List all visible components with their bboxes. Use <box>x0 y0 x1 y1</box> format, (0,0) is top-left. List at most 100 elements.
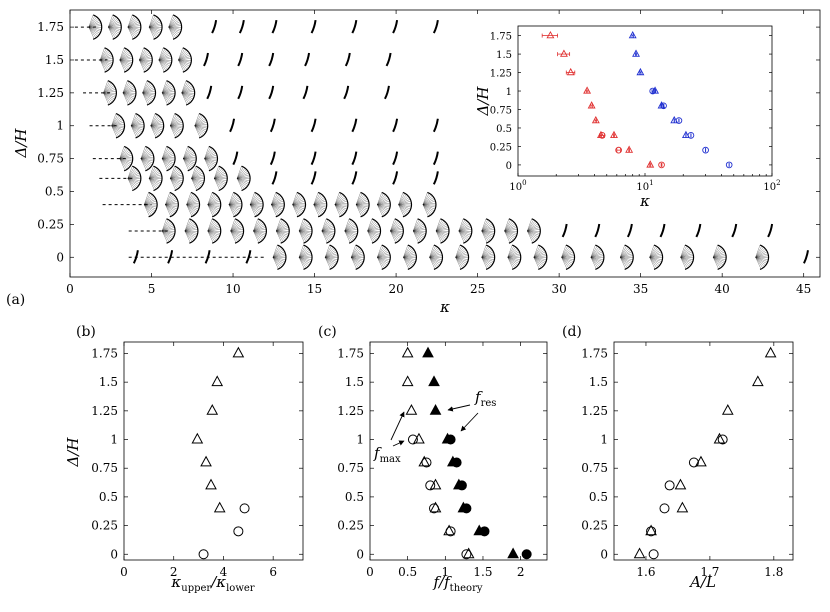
flap-stroke <box>527 229 541 232</box>
flap-stroke <box>184 230 193 242</box>
flap-stroke <box>237 172 249 179</box>
flap-stroke <box>122 92 134 102</box>
flap-stroke <box>184 219 192 232</box>
flap-stroke <box>131 125 144 131</box>
flap-stroke <box>236 166 244 179</box>
flap-stroke <box>620 257 628 269</box>
flap-small <box>167 250 174 264</box>
flap-stroke <box>351 257 359 269</box>
flap-envelope <box>429 244 443 271</box>
flap-stroke <box>170 125 182 133</box>
flap-stroke <box>191 178 205 182</box>
flap-stroke <box>168 14 174 28</box>
flap-stroke <box>313 204 323 215</box>
flap-stroke <box>344 227 358 232</box>
flap-stroke <box>292 204 303 213</box>
flap-stroke <box>276 230 286 241</box>
flap-stroke <box>181 80 187 93</box>
fmax-arrow <box>392 440 405 447</box>
flap-stroke <box>271 194 280 205</box>
flap-stroke <box>620 257 632 264</box>
flap-stroke <box>377 204 389 212</box>
y-tick-label: 0.5 <box>496 124 512 135</box>
flap-stroke <box>713 246 722 258</box>
y-tick-label: 0 <box>56 250 64 264</box>
flap-stroke <box>272 257 286 260</box>
flap-stroke <box>481 248 492 258</box>
flap-arc <box>402 191 413 218</box>
x-tick-label: 1.7 <box>700 565 719 579</box>
flap-stroke <box>620 246 629 258</box>
flap-stroke <box>334 200 348 205</box>
flap-stroke <box>298 257 312 262</box>
flap-stroke <box>194 125 207 133</box>
flap-stroke <box>481 249 493 258</box>
flap-stroke <box>88 26 98 37</box>
flap-stroke <box>127 178 137 188</box>
flap-stroke <box>165 204 173 216</box>
flap-stroke <box>140 154 154 159</box>
flap-stroke <box>533 257 547 262</box>
flap-stroke <box>313 204 320 217</box>
flap-stroke <box>170 178 184 182</box>
y-tick-label: 0.5 <box>345 490 364 504</box>
flap-stroke <box>527 219 534 232</box>
flap-stroke <box>325 249 337 258</box>
flap-stroke <box>170 116 180 126</box>
flap-stroke <box>148 27 157 38</box>
flap-arc <box>684 244 695 271</box>
flap-stroke <box>422 204 431 216</box>
flap-stroke <box>429 244 435 258</box>
flap-stroke <box>142 89 156 94</box>
flap-stroke <box>100 59 112 67</box>
flap-stroke <box>355 192 361 205</box>
flap-stroke <box>207 204 221 208</box>
flap-arc <box>653 244 664 271</box>
flap-envelope <box>165 191 179 218</box>
flap-stroke <box>272 257 286 262</box>
flap-stroke <box>170 125 178 137</box>
flap-stroke <box>161 220 171 232</box>
flap-stroke <box>130 113 136 126</box>
flap-stroke <box>230 230 243 238</box>
flap-stroke <box>103 92 117 96</box>
flap-stroke <box>649 248 660 258</box>
flap-stroke <box>191 166 197 179</box>
flap-envelope <box>351 118 358 133</box>
flap-arc <box>317 191 328 218</box>
c-f_max-point <box>429 501 442 513</box>
flap-stroke <box>204 151 216 159</box>
flap-stroke <box>620 248 630 258</box>
y-tick-label: 1.5 <box>496 50 512 61</box>
flap-stroke <box>422 204 432 215</box>
flap-stroke <box>168 15 176 28</box>
flap-stroke <box>533 248 544 258</box>
flap-envelope <box>533 244 548 271</box>
flap-stroke <box>183 158 196 164</box>
flap-stroke <box>590 257 604 262</box>
flap-stroke <box>161 85 173 94</box>
flap-stroke <box>139 47 144 61</box>
flap-stroke <box>590 246 600 258</box>
plot-frame <box>369 341 548 561</box>
flap-stroke <box>191 174 204 179</box>
flap-stroke <box>108 27 114 39</box>
flap-stroke <box>403 257 410 270</box>
flap-stroke <box>236 168 246 179</box>
flap-stroke <box>161 158 173 167</box>
flap-stroke <box>139 59 150 69</box>
panel-tag-d: (d) <box>562 324 582 340</box>
flap-stroke <box>561 255 575 258</box>
flap-stroke <box>504 220 513 232</box>
flap-stroke <box>214 178 222 190</box>
flap-stroke <box>236 178 247 188</box>
flap-stroke <box>119 151 131 159</box>
flap-stroke <box>422 192 428 205</box>
flap-envelope <box>398 191 413 218</box>
flap-stroke <box>272 257 282 267</box>
flap-stroke <box>271 195 281 205</box>
flap-stroke <box>292 199 305 205</box>
flap-stroke <box>170 172 183 179</box>
panel-tag-b: (b) <box>76 324 96 340</box>
y-tick-label: 1.25 <box>37 86 64 100</box>
